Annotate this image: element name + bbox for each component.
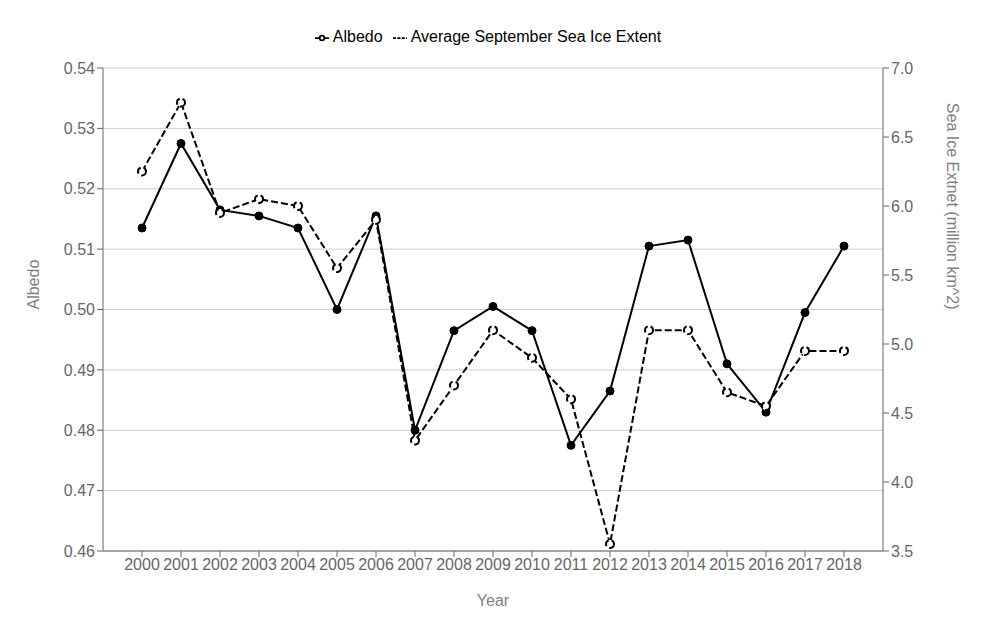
svg-text:2000: 2000	[124, 556, 160, 573]
svg-text:2017: 2017	[787, 556, 823, 573]
svg-text:5.5: 5.5	[891, 267, 913, 284]
svg-text:2009: 2009	[475, 556, 511, 573]
html-text:Average September Sea Ice Exte: Average September Sea Ice Extent	[410, 28, 662, 45]
svg-text:2012: 2012	[592, 556, 628, 573]
svg-text:2018: 2018	[826, 556, 862, 573]
svg-text:2004: 2004	[280, 556, 316, 573]
svg-text:4.0: 4.0	[891, 474, 913, 491]
svg-text:0.53: 0.53	[64, 120, 95, 137]
svg-text:0.47: 0.47	[64, 482, 95, 499]
svg-text:Albedo: Albedo	[25, 260, 42, 310]
svg-text:7.0: 7.0	[891, 60, 913, 77]
svg-text:0.51: 0.51	[64, 241, 95, 258]
svg-text:2013: 2013	[631, 556, 667, 573]
svg-text:2007: 2007	[397, 556, 433, 573]
svg-text:2011: 2011	[554, 556, 589, 573]
svg-text:2003: 2003	[241, 556, 277, 573]
svg-text:0.48: 0.48	[64, 422, 95, 439]
svg-text:0.46: 0.46	[64, 543, 95, 560]
svg-text:4.5: 4.5	[891, 405, 913, 422]
svg-text:2001: 2001	[163, 556, 199, 573]
svg-text:2002: 2002	[202, 556, 238, 573]
svg-text:2010: 2010	[514, 556, 550, 573]
svg-text:6.0: 6.0	[891, 198, 913, 215]
svg-text:Sea Ice Extnet (million km^2): Sea Ice Extnet (million km^2)	[944, 103, 961, 310]
svg-text:6.5: 6.5	[891, 129, 913, 146]
svg-text:3.5: 3.5	[891, 543, 913, 560]
svg-text:0.50: 0.50	[64, 301, 95, 318]
svg-text:2006: 2006	[358, 556, 394, 573]
svg-text:0.49: 0.49	[64, 362, 95, 379]
svg-text:2005: 2005	[319, 556, 355, 573]
svg-text:0.52: 0.52	[64, 180, 95, 197]
svg-text:2016: 2016	[748, 556, 784, 573]
svg-text:5.0: 5.0	[891, 336, 913, 353]
svg-text:Year: Year	[477, 592, 510, 609]
svg-text:2014: 2014	[670, 556, 706, 573]
svg-text:2008: 2008	[436, 556, 472, 573]
svg-text:2015: 2015	[709, 556, 745, 573]
html-text:Albedo: Albedo	[332, 28, 383, 45]
svg-text:0.54: 0.54	[64, 60, 95, 77]
